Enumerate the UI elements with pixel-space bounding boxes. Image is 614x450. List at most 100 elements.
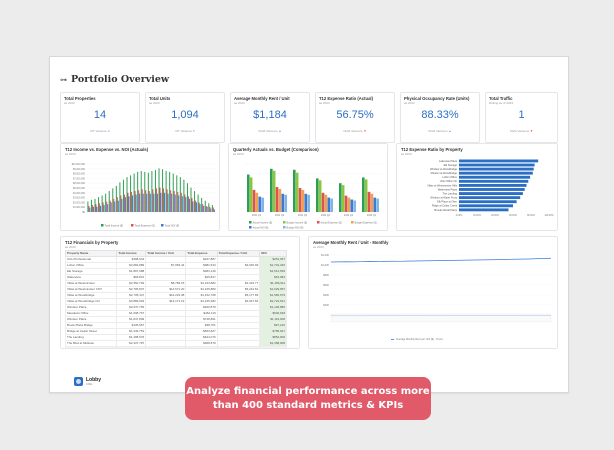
kpi-footer: MoM Variance ▲ xyxy=(401,129,479,133)
kpi-foot-label: MT Variance xyxy=(175,129,193,133)
bar-total-expense- xyxy=(155,188,157,212)
bar-total-income- xyxy=(204,200,206,212)
table-row: Villas at Woodbridge Ctrl $3,889,903 $13,1… xyxy=(64,298,287,305)
kpi-foot-value: ▲ xyxy=(448,129,452,133)
bar-budget-noi- xyxy=(284,194,287,212)
bar-budget-expense- xyxy=(278,188,282,212)
rent-series-line xyxy=(330,257,552,263)
legend-label: Average Monthly Rent per Unit ($) - Tren… xyxy=(396,338,443,341)
kpi-foot-label: MoM Variance xyxy=(258,129,278,133)
bar-actual-noi- xyxy=(258,196,262,212)
table-title: T12 Financials by Property xyxy=(65,240,119,245)
bar-total-noi- xyxy=(181,196,183,212)
bar-total-expense- xyxy=(141,189,143,212)
bar-total-noi- xyxy=(139,193,141,212)
bar-total-expense- xyxy=(195,200,197,212)
bar-budget-income- xyxy=(318,180,322,212)
portfolio-icon: ⊶ xyxy=(60,75,67,84)
legend-swatch xyxy=(249,221,252,224)
bar-total-noi- xyxy=(92,206,94,212)
bar-total-noi- xyxy=(149,193,151,212)
bar-total-expense- xyxy=(99,203,101,212)
legend-label: Budget Expense ($) xyxy=(355,221,377,224)
y-tick-label: $600 xyxy=(323,283,329,287)
kpi-foot-label: MoM Variance xyxy=(510,129,530,133)
bar-total-income- xyxy=(122,179,124,212)
bar-total-noi- xyxy=(203,205,205,212)
bar-budget-noi- xyxy=(307,194,310,212)
bar-total-expense- xyxy=(148,191,150,212)
bar-total-expense- xyxy=(95,204,97,212)
bar-total-noi- xyxy=(206,206,208,212)
expense-chart-title: T12 Expense Ratio by Property xyxy=(401,147,463,152)
bar-total-expense- xyxy=(145,190,147,212)
bar-budget-expense- xyxy=(324,194,328,212)
y-tick-label: $0 xyxy=(82,211,85,214)
y-tick-label: $2,000,000 xyxy=(73,201,86,204)
income-chart-subtitle: as 2023 xyxy=(65,152,76,156)
bar-total-expense- xyxy=(212,207,214,212)
page-title-text: Portfolio Overview xyxy=(71,74,170,85)
x-tick-label: 2021 Q1 xyxy=(252,214,262,217)
y-tick-label: $7,000,000 xyxy=(73,177,86,180)
x-tick-label: 2022 Q4 xyxy=(321,214,331,217)
kpi-foot-value: ▼ xyxy=(363,129,367,133)
kpi-footer: MoM Variance ▼ xyxy=(486,129,557,133)
total-cell: $14,279,836 xyxy=(185,346,218,348)
bar-total-noi- xyxy=(146,193,148,212)
kpi-value: $1,184 xyxy=(253,109,287,121)
expense-bar xyxy=(459,171,533,175)
bar-actual-income- xyxy=(316,178,319,212)
kpi-label: Average Monthly Rent / Unit xyxy=(234,96,290,101)
bar-total-noi- xyxy=(192,201,194,212)
bar-total-expense- xyxy=(127,192,129,212)
bar-total-expense- xyxy=(166,189,168,212)
category-label: Waterview Plaza xyxy=(438,187,458,191)
kpi-footer: MT Variance 5 xyxy=(146,129,224,133)
kpi-foot-label: MT Variance xyxy=(90,129,108,133)
bar-total-noi- xyxy=(160,192,162,212)
bar-total-noi- xyxy=(110,202,112,212)
x-tick-label: 20.00% xyxy=(473,215,481,217)
bar-total-income- xyxy=(211,205,213,212)
bar-total-income- xyxy=(101,195,103,212)
bar-total-noi- xyxy=(164,192,166,212)
legend-label: Budget Income ($) xyxy=(287,221,308,224)
bar-actual-noi- xyxy=(350,199,354,212)
income-expense-chart-card: T12 Income vs. Expense vs. NOI (Actuals)… xyxy=(60,143,220,231)
x-tick-label: 0.00% xyxy=(456,215,463,217)
bar-budget-noi- xyxy=(353,200,356,212)
category-label: Elk Storage xyxy=(444,163,458,167)
rent-chart-subtitle: as 2023 xyxy=(313,245,324,249)
category-label: Brooks Retail Plaza xyxy=(434,208,457,212)
expense-chart-subtitle: as 2023 xyxy=(401,152,412,156)
kpi-label: Physical Occupancy Rate (Units) xyxy=(404,96,470,101)
category-label: Lofton Office xyxy=(442,175,457,179)
bar-total-noi- xyxy=(210,208,212,212)
bar-total-noi- xyxy=(107,204,109,212)
bar-total-income- xyxy=(105,193,107,212)
bar-total-expense- xyxy=(191,198,193,212)
kpi-subtitle: as 2023 xyxy=(319,101,330,105)
y-tick-label: $4,000,000 xyxy=(73,192,86,195)
total-cell: Grand Total xyxy=(64,346,118,348)
kpi-foot-value: ▲ xyxy=(278,129,282,133)
bar-total-income- xyxy=(137,171,139,212)
bar-total-expense- xyxy=(116,197,118,212)
y-tick-label: $400 xyxy=(323,293,329,297)
x-tick-label: 2021 Q2 xyxy=(275,214,285,217)
financials-table: Property Name Total Income Total Income / … xyxy=(64,250,287,348)
kpi-subtitle: as 2023 xyxy=(404,101,415,105)
category-label: Elk Place at Glen xyxy=(437,200,457,204)
table-row: Waterview $93,831 $29,847 $63,984 xyxy=(64,274,287,281)
legend-label: Actual NOI ($) xyxy=(253,226,269,229)
bar-total-noi- xyxy=(167,193,169,212)
total-cell: $13,073.11 xyxy=(216,346,261,348)
page-title: ⊶ Portfolio Overview xyxy=(60,74,169,85)
bar-actual-noi- xyxy=(373,197,377,212)
x-tick-label: 60.00% xyxy=(509,215,517,217)
bar-total-income- xyxy=(165,170,167,212)
kpi-value: 1,094 xyxy=(171,109,199,121)
bar-total-noi- xyxy=(196,202,198,212)
bar-total-income- xyxy=(133,173,135,212)
